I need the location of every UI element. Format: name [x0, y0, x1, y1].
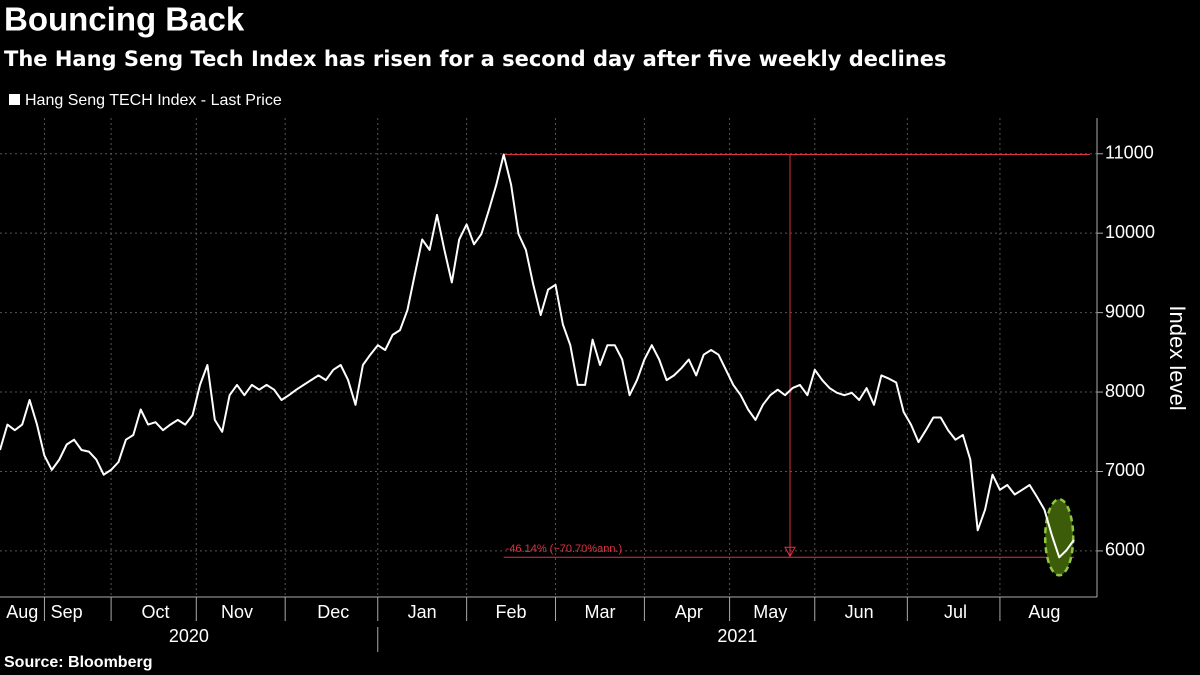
annotation-label: -46.14% (~70.70%ann.) [506, 543, 622, 555]
x-tick-label: Jul [944, 602, 967, 622]
x-tick-label: Nov [221, 602, 253, 622]
chart-subtitle: The Hang Seng Tech Index has risen for a… [4, 47, 947, 71]
y-tick-label: 8000 [1105, 381, 1145, 401]
x-tick-label: May [753, 602, 787, 622]
y-axis-title: Index level [1165, 305, 1190, 410]
series-line [0, 153, 1075, 559]
x-tick-label: Feb [496, 602, 527, 622]
source: Source: Bloomberg [4, 654, 152, 671]
x-tick-label: Jan [408, 602, 437, 622]
year-label: 2020 [169, 626, 209, 646]
x-tick-label: Sep [51, 602, 83, 622]
x-tick-label: Mar [584, 602, 615, 622]
x-tick-label: Aug [6, 602, 38, 622]
y-tick-label: 7000 [1105, 460, 1145, 480]
y-tick-label: 10000 [1105, 222, 1155, 242]
legend-label: Hang Seng TECH Index - Last Price [25, 92, 282, 109]
x-tick-label: Aug [1028, 602, 1060, 622]
chart-title: Bouncing Back [4, 1, 245, 38]
y-tick-label: 11000 [1105, 142, 1154, 162]
legend-swatch [9, 94, 20, 105]
annotation-arrow [784, 546, 796, 558]
y-tick-label: 6000 [1105, 540, 1145, 560]
x-tick-label: Jun [845, 602, 874, 622]
highlight [1043, 498, 1075, 577]
x-tick-label: Oct [142, 602, 170, 622]
y-tick-label: 9000 [1105, 301, 1145, 321]
x-tick-label: Apr [675, 602, 703, 622]
x-tick-label: Dec [317, 602, 349, 622]
year-label: 2021 [717, 626, 757, 646]
